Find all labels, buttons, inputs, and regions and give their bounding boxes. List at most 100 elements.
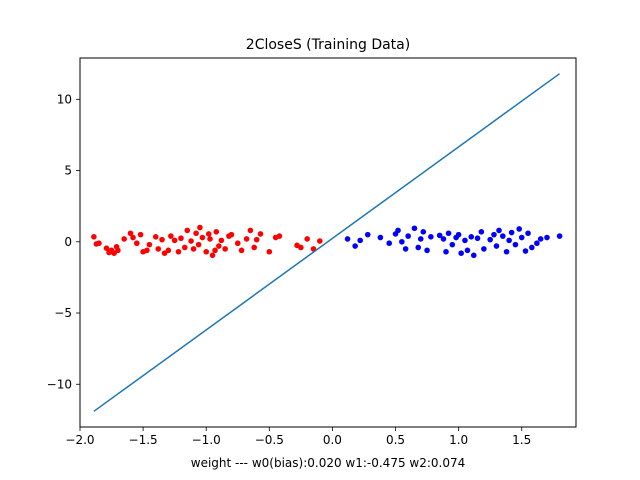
x-axis: −2.0 −1.5 −1.0 −0.5 0.0 0.5 1.0 1.5: [65, 427, 531, 447]
data-point-series-0: [133, 240, 140, 247]
data-point-series-0: [155, 246, 162, 252]
data-point-series-1: [556, 233, 563, 239]
data-point-series-1: [411, 225, 418, 232]
data-point-series-0: [165, 247, 172, 254]
data-point-series-1: [522, 248, 529, 254]
data-point-series-0: [159, 236, 165, 243]
data-point-series-0: [304, 236, 310, 242]
data-point-series-1: [474, 235, 481, 242]
data-point-series-1: [440, 236, 447, 242]
data-point-series-0: [197, 224, 203, 231]
data-point-series-0: [203, 248, 210, 255]
data-point-series-1: [395, 227, 401, 234]
data-point-series-1: [402, 246, 409, 252]
data-point-series-1: [478, 229, 485, 235]
data-point-series-0: [209, 252, 216, 259]
data-point-series-1: [449, 241, 456, 248]
data-point-series-0: [276, 233, 283, 239]
data-point-series-0: [184, 227, 191, 234]
y-tick-label: 10: [57, 92, 72, 106]
data-point-series-1: [424, 247, 430, 254]
data-point-series-1: [443, 248, 449, 255]
data-point-series-1: [428, 234, 434, 240]
data-point-series-1: [512, 241, 519, 248]
y-axis: −10 −5 0 5 10: [47, 92, 80, 391]
data-point-series-0: [193, 230, 199, 237]
data-point-series-1: [344, 236, 351, 242]
data-point-series-1: [506, 237, 512, 244]
data-point-series-0: [253, 236, 260, 243]
data-point-series-1: [417, 236, 424, 242]
data-point-series-0: [103, 245, 110, 251]
data-point-series-1: [487, 236, 493, 243]
data-point-series-1: [405, 233, 411, 239]
data-point-series-0: [216, 243, 222, 249]
data-point-series-1: [529, 244, 535, 251]
data-point-series-1: [464, 247, 471, 254]
data-point-series-1: [537, 236, 544, 242]
data-point-series-0: [218, 237, 225, 244]
data-point-series-0: [91, 234, 97, 240]
data-point-series-0: [115, 247, 121, 254]
data-point-series-0: [195, 241, 202, 248]
data-point-series-1: [399, 238, 405, 245]
decision-boundary-line: [93, 73, 561, 412]
data-point-series-0: [213, 229, 220, 235]
data-point-series-0: [181, 244, 188, 251]
data-point-series-0: [130, 234, 136, 241]
data-point-series-0: [175, 248, 182, 255]
data-point-series-1: [493, 243, 500, 249]
data-point-series-1: [455, 231, 462, 238]
data-point-series-0: [222, 246, 228, 252]
data-point-series-1: [516, 226, 523, 232]
data-point-series-1: [436, 232, 443, 239]
data-point-series-0: [212, 247, 218, 254]
plot-frame: [79, 57, 577, 428]
data-point-series-1: [468, 234, 475, 240]
data-point-series-0: [188, 238, 194, 244]
x-tick-label: −1.5: [129, 433, 158, 447]
data-point-series-0: [178, 235, 184, 242]
data-point-series-0: [247, 227, 254, 234]
data-point-series-0: [146, 241, 153, 248]
y-tick-label: −5: [54, 306, 72, 320]
data-point-series-0: [234, 240, 241, 247]
data-point-series-0: [266, 248, 273, 255]
data-point-series-0: [121, 236, 127, 242]
data-point-series-1: [415, 244, 422, 251]
data-point-series-1: [518, 234, 525, 241]
x-tick-label: 1.5: [512, 433, 531, 447]
data-point-series-1: [462, 237, 468, 244]
data-point-series-1: [508, 229, 515, 236]
y-tick-label: 0: [64, 235, 72, 249]
x-tick-label: 0.5: [386, 433, 405, 447]
x-tick-label: −2.0: [65, 433, 94, 447]
y-tick-label: −10: [47, 377, 72, 391]
chart-title: 2CloseS (Training Data): [246, 37, 410, 53]
x-tick-label: 1.0: [449, 433, 468, 447]
data-point-series-1: [352, 243, 358, 249]
data-point-series-1: [386, 240, 393, 247]
data-point-series-1: [544, 234, 550, 241]
data-point-series-0: [96, 240, 102, 247]
data-point-series-1: [364, 231, 371, 238]
x-tick-label: −0.5: [255, 433, 284, 447]
data-point-series-0: [207, 236, 213, 242]
data-point-series-0: [171, 237, 178, 244]
data-point-series-1: [499, 233, 506, 239]
data-point-series-0: [228, 231, 235, 238]
data-point-series-0: [152, 234, 159, 240]
data-point-series-0: [144, 247, 150, 254]
data-point-series-0: [127, 230, 134, 237]
data-point-series-0: [257, 231, 264, 237]
data-point-series-0: [298, 244, 304, 251]
data-point-series-1: [458, 250, 464, 256]
data-point-series-1: [445, 230, 452, 237]
data-point-series-1: [491, 231, 497, 238]
data-point-series-0: [168, 233, 174, 239]
data-point-series-1: [481, 246, 487, 252]
data-point-series-1: [420, 229, 427, 235]
data-point-series-1: [534, 240, 540, 247]
data-point-series-1: [357, 237, 363, 244]
